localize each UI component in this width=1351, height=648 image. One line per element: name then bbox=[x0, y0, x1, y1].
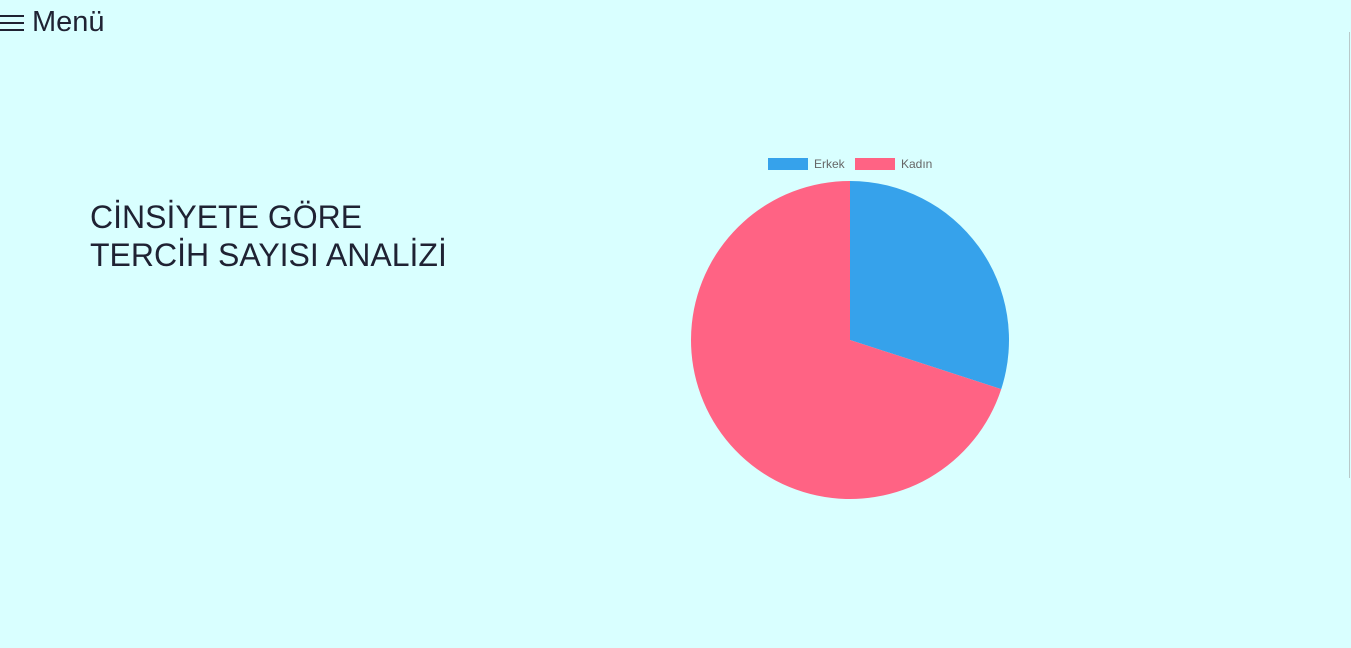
page-title: CİNSİYETE GÖRE TERCİH SAYISI ANALİZİ bbox=[90, 198, 510, 274]
chart-legend: Erkek Kadın bbox=[768, 157, 932, 171]
hamburger-menu-icon bbox=[0, 11, 24, 33]
legend-item-kadın[interactable]: Kadın bbox=[855, 157, 932, 171]
legend-label-kadın: Kadın bbox=[901, 157, 932, 171]
pie-slice-kadın[interactable] bbox=[691, 181, 1002, 499]
scrollbar-edge bbox=[1349, 32, 1350, 478]
legend-item-erkek[interactable]: Erkek bbox=[768, 157, 846, 171]
pie-chart-svg: Erkek Kadın bbox=[691, 157, 1009, 499]
gender-pie-chart: Erkek Kadın bbox=[600, 140, 1100, 520]
legend-swatch-erkek bbox=[768, 158, 808, 170]
legend-label-erkek: Erkek bbox=[814, 157, 846, 171]
page-title-line-1: CİNSİYETE GÖRE bbox=[90, 199, 363, 235]
legend-swatch-kadın bbox=[855, 158, 895, 170]
menu-label: Menü bbox=[32, 5, 105, 38]
pie-slice-erkek[interactable] bbox=[850, 181, 1009, 390]
page-title-line-2: TERCİH SAYISI ANALİZİ bbox=[90, 237, 447, 273]
menu-button[interactable]: Menü bbox=[0, 4, 105, 40]
